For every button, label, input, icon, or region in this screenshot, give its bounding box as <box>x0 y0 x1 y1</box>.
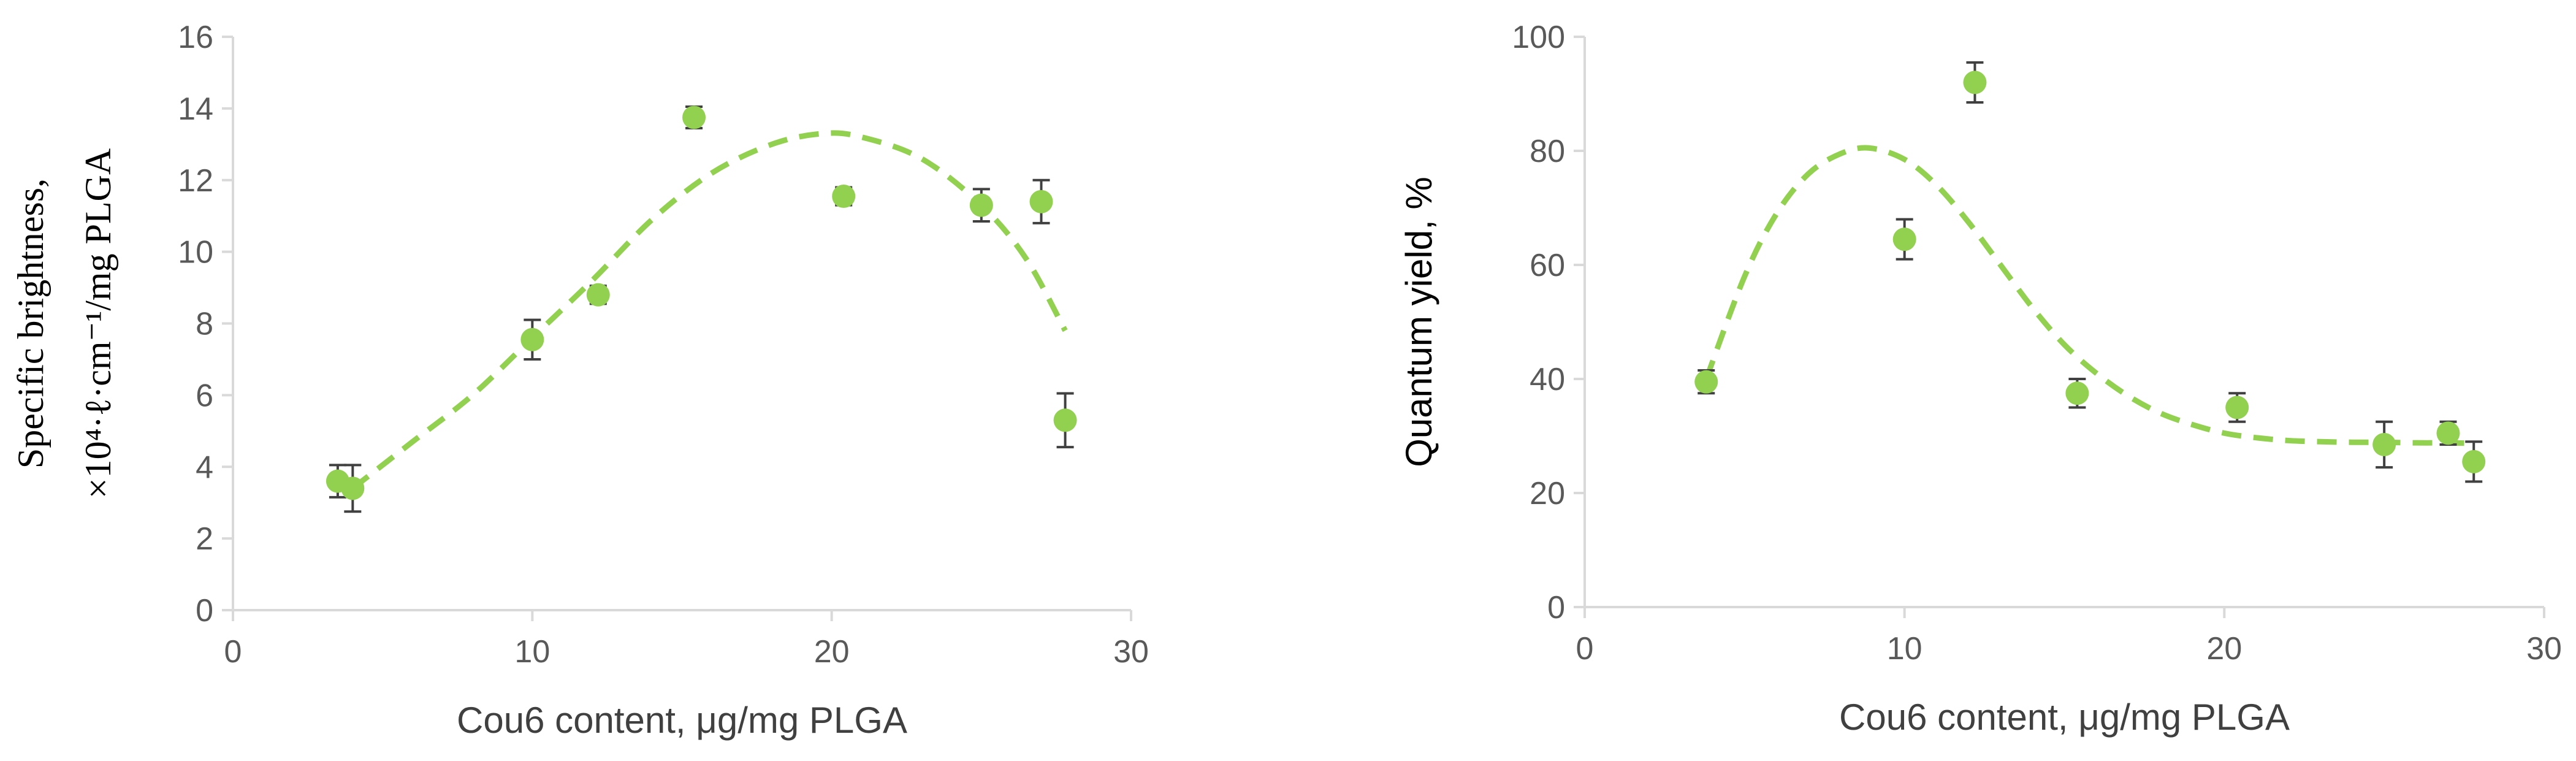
data-point <box>520 327 544 351</box>
y-tick-label: 60 <box>1530 248 1565 283</box>
data-point <box>1053 408 1077 432</box>
x-axis-title: Cou6 content, μg/mg PLGA <box>457 700 907 741</box>
x-tick-label: 0 <box>1576 631 1594 667</box>
y-tick-label: 6 <box>196 378 213 413</box>
y-tick-label: 14 <box>178 91 213 127</box>
y-tick-label: 16 <box>178 20 213 55</box>
y-tick-label: 100 <box>1512 20 1565 55</box>
data-point <box>969 193 993 217</box>
x-tick-label: 10 <box>1887 631 1922 667</box>
x-tick-label: 20 <box>2206 631 2242 667</box>
x-tick-label: 20 <box>814 634 850 670</box>
data-point <box>2436 421 2460 445</box>
data-point <box>2065 381 2089 405</box>
x-tick-label: 30 <box>2526 631 2562 667</box>
y-axis-title-line: Specific brightness, <box>10 178 51 468</box>
data-point <box>1694 370 1718 394</box>
data-point <box>682 105 706 129</box>
x-tick-label: 0 <box>224 634 242 670</box>
data-point <box>1963 71 1987 94</box>
y-axis-title-line: ×10⁴·ℓ·cm⁻¹/mg PLGA <box>78 148 118 499</box>
y-tick-label: 80 <box>1530 134 1565 169</box>
y-tick-label: 4 <box>196 449 213 485</box>
fit-curve <box>351 130 1068 491</box>
y-tick-label: 0 <box>1547 590 1565 625</box>
x-axis-title: Cou6 content, μg/mg PLGA <box>1839 697 2290 738</box>
fit-curve <box>1704 145 2474 446</box>
y-tick-label: 40 <box>1530 362 1565 397</box>
data-point <box>2225 396 2249 419</box>
data-point <box>341 476 365 500</box>
y-tick-label: 10 <box>178 235 213 270</box>
x-tick-label: 10 <box>514 634 550 670</box>
y-axis-title-line: Quantum yield, % <box>1398 177 1439 467</box>
y-tick-label: 0 <box>196 593 213 629</box>
data-point <box>2462 449 2486 473</box>
data-point <box>586 283 610 307</box>
y-tick-label: 20 <box>1530 476 1565 511</box>
y-tick-label: 8 <box>196 307 213 342</box>
y-tick-label: 2 <box>196 521 213 557</box>
data-point <box>832 185 856 208</box>
data-point <box>1892 228 1916 251</box>
data-point <box>1029 189 1053 213</box>
specific-brightness-chart: 0 2 4 6 8 10 12 14 16 0 10 20 30 Cou6 content, μg/mg … <box>10 20 1149 741</box>
x-tick-label: 30 <box>1113 634 1149 670</box>
data-point <box>2372 432 2396 456</box>
quantum-yield-chart: 0 20 40 60 80 100 0 10 20 30 Cou6 content, μg/mg P… <box>1398 20 2562 738</box>
y-tick-label: 12 <box>178 163 213 199</box>
